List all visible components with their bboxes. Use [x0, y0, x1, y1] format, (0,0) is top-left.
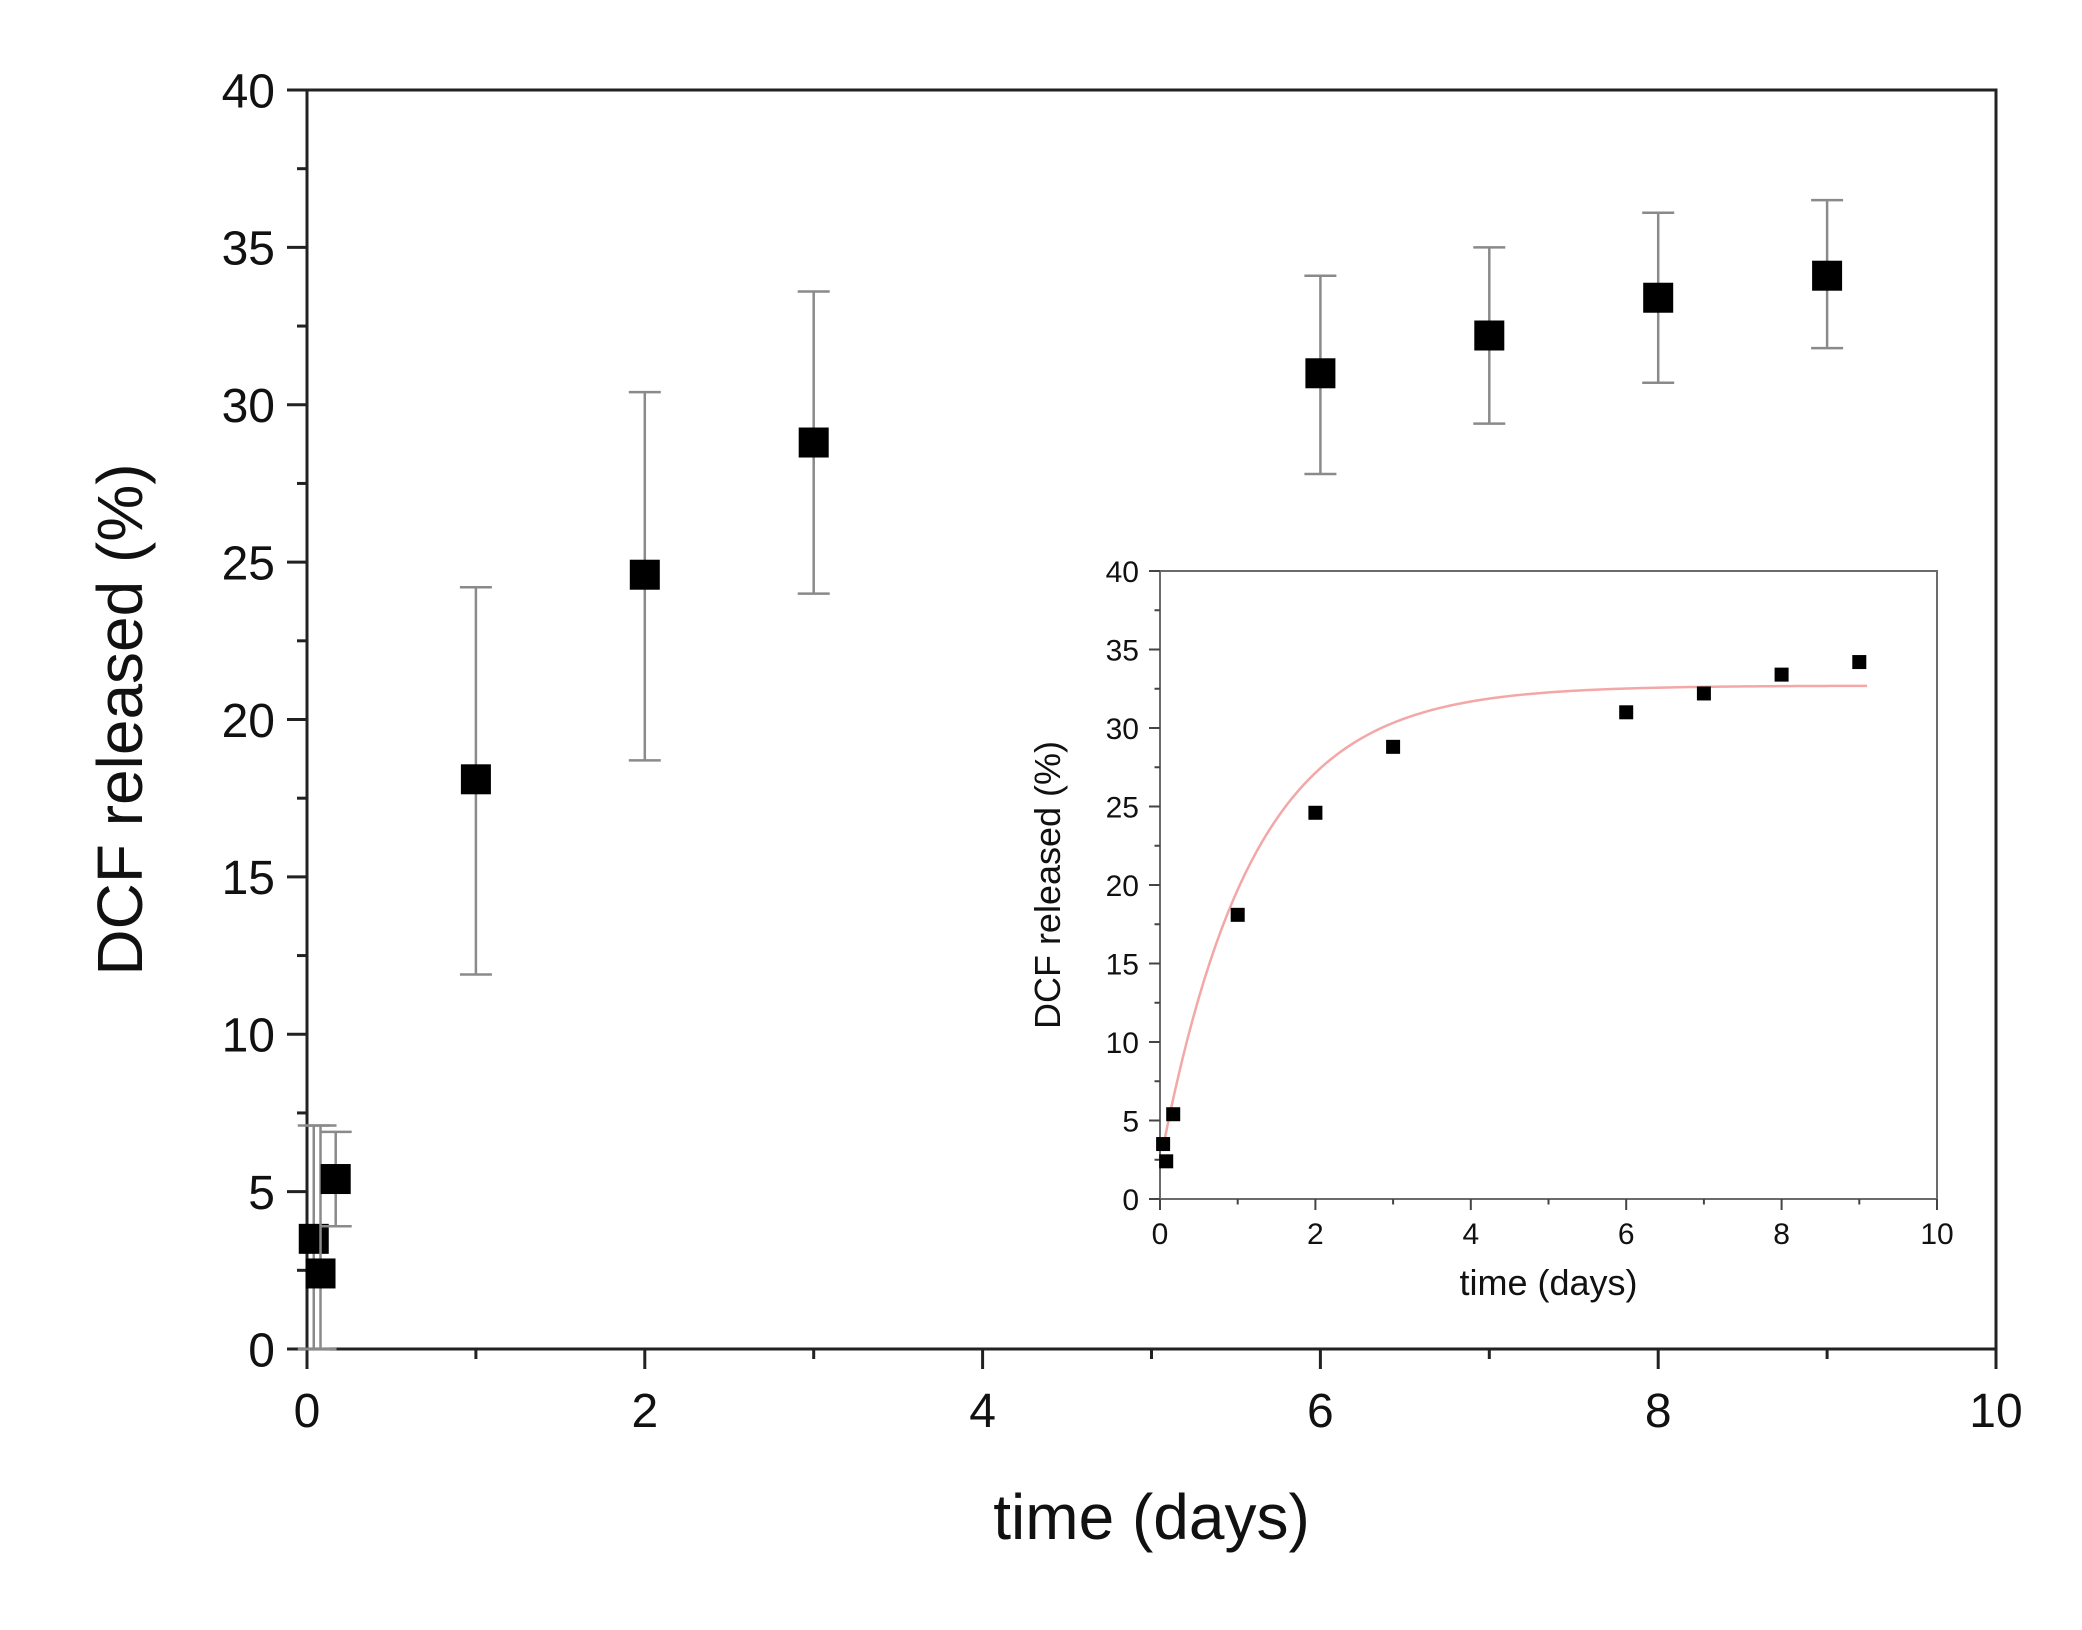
- inset-y-tick-label: 10: [1106, 1027, 1139, 1060]
- inset-plot-frame: [1159, 570, 1938, 1200]
- main-data-point: [320, 1164, 351, 1195]
- main-y-tick-label: 40: [222, 65, 275, 118]
- main-x-tick-label: 10: [1969, 1385, 2022, 1438]
- main-y-axis-title: DCF released (%): [84, 463, 156, 975]
- inset-data-point: [1774, 667, 1789, 682]
- main-x-tick-label: 0: [294, 1385, 321, 1438]
- main-y-tick-label: 30: [222, 380, 275, 433]
- main-x-tick-label: 8: [1645, 1385, 1672, 1438]
- inset-y-tick-label: 30: [1106, 713, 1139, 746]
- inset-x-tick-label: 0: [1152, 1218, 1169, 1251]
- inset-data-point: [1852, 655, 1867, 670]
- inset-x-tick-label: 6: [1618, 1218, 1635, 1251]
- main-data-point: [298, 1223, 329, 1254]
- main-y-tick-label: 25: [222, 537, 275, 590]
- main-error-bar: [304, 1124, 337, 1351]
- inset-y-tick-label: 15: [1106, 948, 1139, 981]
- inset-data-point: [1696, 686, 1711, 701]
- main-y-tick-label: 15: [222, 852, 275, 905]
- inset-y-tick-label: 40: [1106, 556, 1139, 589]
- main-y-tick-label: 0: [248, 1324, 275, 1377]
- main-data-point: [1643, 282, 1674, 313]
- inset-x-tick-label: 2: [1307, 1218, 1324, 1251]
- main-y-tick-label: 20: [222, 695, 275, 748]
- inset-x-tick-label: 10: [1920, 1218, 1953, 1251]
- main-x-tick-label: 4: [969, 1385, 996, 1438]
- inset-y-tick-label: 25: [1106, 791, 1139, 824]
- main-data-point: [1812, 260, 1843, 291]
- inset-fit-curve: [1161, 684, 1868, 1148]
- inset-y-tick-label: 0: [1122, 1184, 1139, 1217]
- inset-data-point: [1386, 739, 1401, 754]
- inset-y-tick-label: 35: [1106, 634, 1139, 667]
- main-data-point: [798, 427, 829, 458]
- main-data-point: [305, 1258, 336, 1289]
- main-y-tick-label: 5: [248, 1167, 275, 1220]
- inset-y-tick-label: 5: [1122, 1105, 1139, 1138]
- inset-y-tick-label: 20: [1106, 870, 1139, 903]
- main-data-point: [1474, 320, 1505, 351]
- inset-x-tick-label: 8: [1773, 1218, 1790, 1251]
- main-x-tick-label: 2: [631, 1385, 658, 1438]
- inset-data-point: [1159, 1154, 1174, 1169]
- main-data-point: [1305, 358, 1336, 389]
- main-x-axis-title: time (days): [993, 1481, 1310, 1553]
- main-data-point: [460, 764, 491, 795]
- inset-x-axis-title: time (days): [1459, 1262, 1637, 1303]
- inset-data-point: [1308, 805, 1323, 820]
- inset-x-tick-label: 4: [1462, 1218, 1479, 1251]
- inset-plot: 0 5 10 15 20 25 30 35 40 0 2 4 6 8 10 time (days) DCF re…: [1027, 556, 1954, 1303]
- inset-data-point: [1156, 1137, 1171, 1152]
- main-x-tick-label: 6: [1307, 1385, 1334, 1438]
- main-y-tick-label: 35: [222, 223, 275, 276]
- main-data-point: [629, 559, 660, 590]
- inset-data-point: [1166, 1107, 1181, 1122]
- inset-y-axis-title: DCF released (%): [1027, 741, 1068, 1029]
- inset-data-point: [1230, 907, 1245, 922]
- inset-data-point: [1619, 705, 1634, 720]
- main-y-tick-label: 10: [222, 1010, 275, 1063]
